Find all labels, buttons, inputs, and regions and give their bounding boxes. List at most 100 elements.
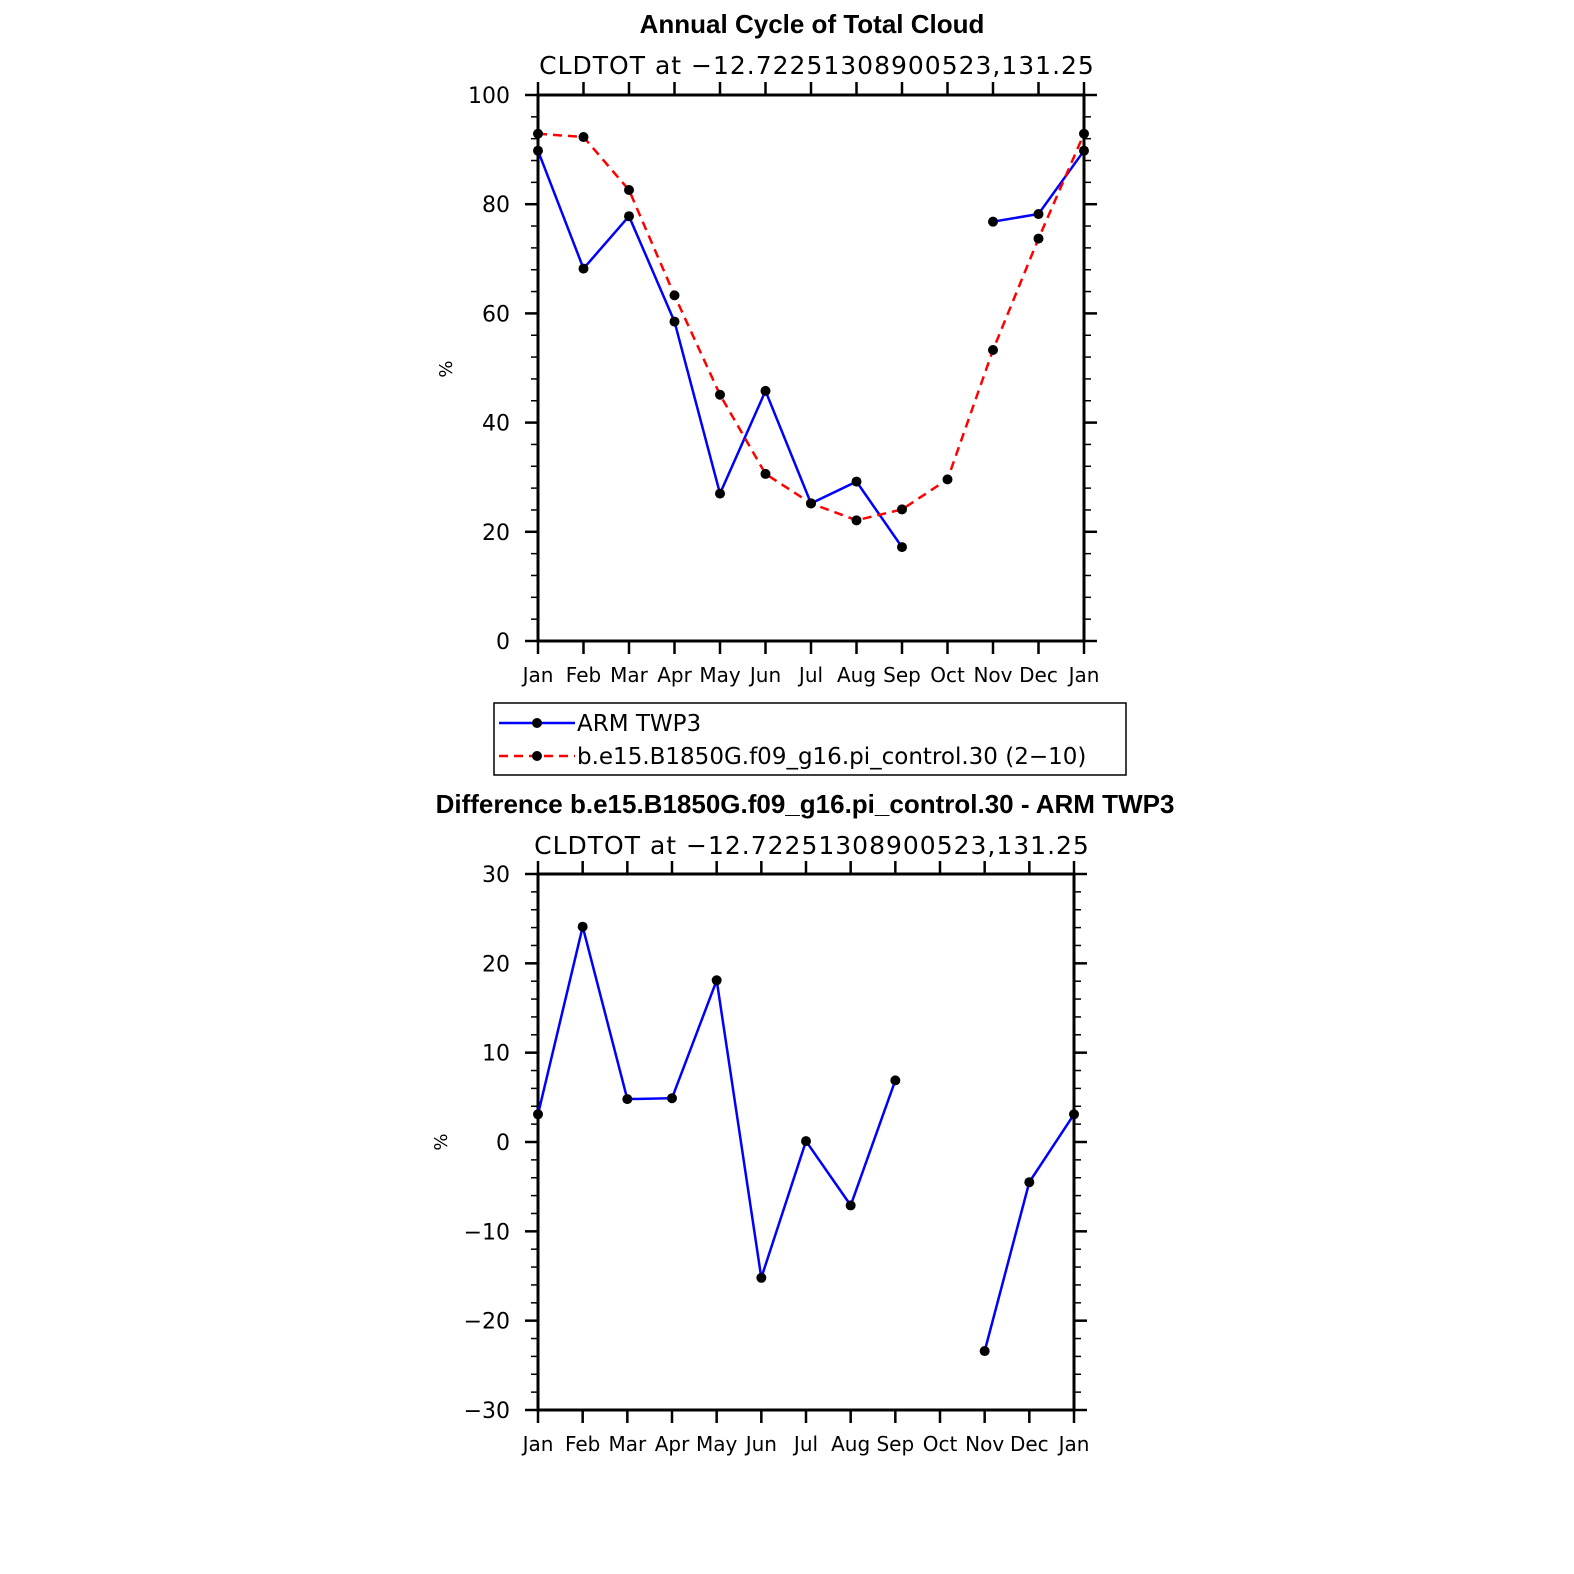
difference-chart: Difference b.e15.B1850G.f09_g16.pi_contr… [431, 789, 1174, 1456]
data-point [1079, 128, 1089, 139]
x-tick-label: Aug [831, 1432, 870, 1456]
x-tick-label: Jan [1057, 1432, 1090, 1456]
annual-cycle-chart: Annual Cycle of Total Cloud CLDTOT at −1… [436, 9, 1127, 776]
y-tick-label: −30 [464, 1399, 510, 1424]
chart-title: Difference b.e15.B1850G.f09_g16.pi_contr… [436, 789, 1175, 819]
y-tick-label: 10 [482, 1042, 510, 1067]
data-point [1033, 233, 1044, 244]
x-tick-label: Oct [923, 1432, 958, 1456]
x-tick-label: Dec [1019, 663, 1058, 687]
data-point [979, 1346, 990, 1357]
series-line [537, 132, 1086, 522]
x-tick-label: Apr [657, 663, 692, 687]
x-tick-label: Jan [521, 663, 554, 687]
x-tick-label: Sep [883, 663, 921, 687]
data-point [988, 344, 998, 355]
x-tick-label: Jan [1067, 663, 1100, 687]
plot-frame [536, 93, 1086, 643]
x-tick-label: May [699, 663, 741, 687]
data-point [533, 1109, 543, 1120]
legend-box [493, 702, 1127, 776]
y-tick-label: 100 [468, 84, 510, 109]
data-point [1033, 209, 1044, 220]
x-tick-label: Nov [965, 1432, 1004, 1456]
data-point [845, 1200, 856, 1211]
data-point [897, 542, 907, 553]
y-tick-label: 20 [482, 952, 510, 977]
data-point [578, 263, 589, 274]
x-ticks: Jan Feb Mar Apr May Jun Jul Aug Sep Oct Nov Dec Jan [521, 82, 1100, 687]
x-tick-label: Sep [876, 1432, 914, 1456]
y-tick-label: 80 [482, 193, 510, 218]
data-point [711, 975, 722, 986]
chart-subtitle: CLDTOT at −12.72251308900523,131.25 [534, 831, 1090, 860]
x-tick-label: Jan [521, 1432, 554, 1456]
legend-marker-model [532, 751, 542, 761]
series-group [533, 128, 1089, 553]
data-point [942, 474, 953, 485]
data-point [624, 211, 634, 222]
legend-label-arm: ARM TWP3 [577, 711, 701, 737]
legend: ARM TWP3 b.e15.B1850G.f09_g16.pi_control… [493, 702, 1127, 776]
y-tick-label: −10 [464, 1220, 510, 1245]
x-tick-label: Feb [565, 1432, 600, 1456]
y-ticks: 0 20 40 60 80 100 [468, 84, 1097, 655]
data-point [1069, 1109, 1079, 1120]
data-point [988, 216, 998, 227]
x-ticks: Jan Feb Mar Apr May Jun Jul Aug Sep Oct Nov Dec Jan [521, 861, 1090, 1456]
data-point [851, 476, 862, 487]
y-axis-label: % [431, 1133, 452, 1150]
chart-title: Annual Cycle of Total Cloud [640, 9, 985, 39]
data-point [801, 1136, 811, 1147]
data-point [669, 316, 680, 327]
y-ticks: −30 −20 −10 0 10 20 30 [464, 863, 1087, 1424]
series-group [533, 921, 1079, 1357]
x-tick-label: Nov [973, 663, 1012, 687]
data-point [715, 488, 725, 499]
x-tick-label: Jul [792, 1432, 818, 1456]
x-tick-label: Jun [748, 663, 781, 687]
data-point [890, 1075, 901, 1086]
data-point [806, 498, 816, 509]
data-point [533, 145, 543, 156]
chart-subtitle: CLDTOT at −12.72251308900523,131.25 [539, 51, 1095, 80]
x-tick-label: Aug [837, 663, 876, 687]
data-point [667, 1093, 677, 1104]
legend-label-model: b.e15.B1850G.f09_g16.pi_control.30 (2−10… [577, 744, 1086, 770]
x-tick-label: Oct [930, 663, 965, 687]
y-tick-label: 30 [482, 863, 510, 888]
data-point [851, 515, 862, 526]
y-tick-label: 60 [482, 302, 510, 327]
data-point [622, 1094, 633, 1105]
y-tick-label: −20 [464, 1310, 510, 1335]
data-point [1024, 1177, 1035, 1188]
x-tick-label: Mar [610, 663, 649, 687]
data-point [760, 468, 771, 479]
x-tick-label: Jun [744, 1432, 777, 1456]
y-axis-label: % [436, 360, 457, 377]
data-point [756, 1272, 767, 1283]
data-point [578, 132, 589, 143]
y-tick-label: 40 [482, 412, 510, 437]
data-point [624, 185, 634, 196]
x-tick-label: Mar [608, 1432, 647, 1456]
data-point [715, 389, 725, 400]
legend-marker-arm [532, 718, 542, 728]
data-point [533, 128, 543, 139]
y-tick-label: 20 [482, 521, 510, 546]
data-point [897, 504, 907, 515]
y-tick-label: 0 [496, 630, 510, 655]
x-tick-label: Jul [797, 663, 823, 687]
data-point [760, 385, 771, 396]
x-tick-label: May [696, 1432, 738, 1456]
x-tick-label: Feb [566, 663, 601, 687]
x-tick-label: Dec [1010, 1432, 1049, 1456]
data-point [577, 921, 588, 932]
series-line [983, 1113, 1076, 1352]
y-tick-label: 0 [496, 1131, 510, 1156]
data-point [1079, 145, 1089, 156]
series-line [536, 150, 904, 548]
data-point [669, 290, 680, 301]
x-tick-label: Apr [655, 1432, 690, 1456]
